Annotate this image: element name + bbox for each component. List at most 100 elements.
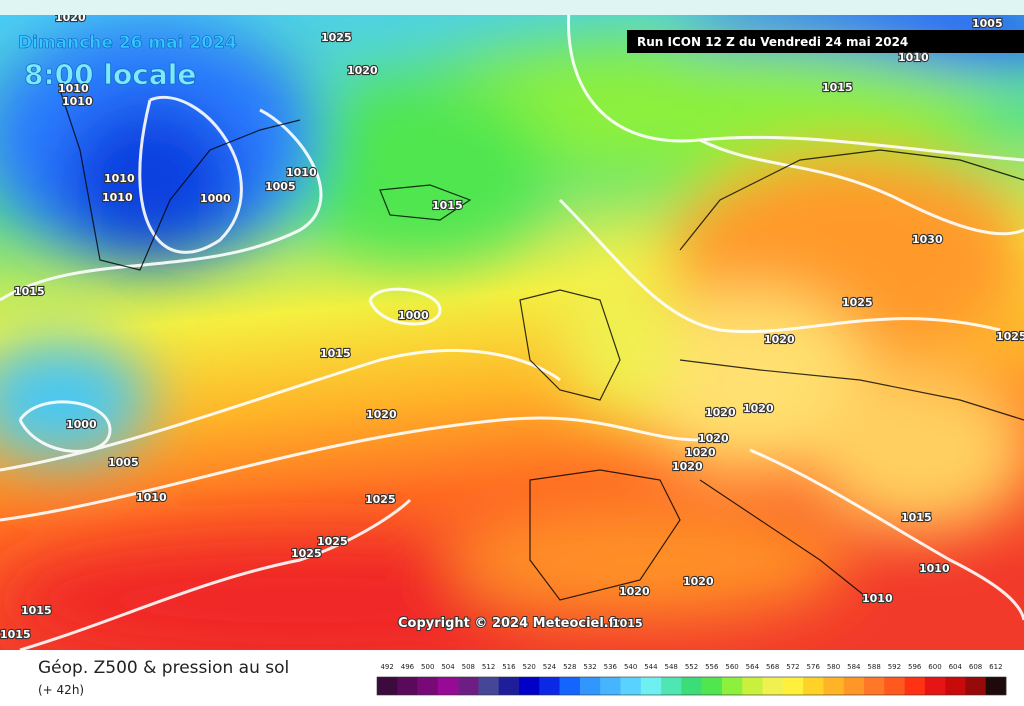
legend-lead: (+ 42h) — [38, 683, 84, 697]
scale-label: 524 — [543, 663, 557, 671]
scale-label: 608 — [969, 663, 982, 671]
scale-swatch — [640, 677, 662, 695]
scale-label: 576 — [807, 663, 821, 671]
scale-label: 528 — [563, 663, 576, 671]
forecast-time: 8:00 locale — [24, 58, 196, 91]
isobar-label: 1025 — [996, 330, 1024, 343]
scale-label: 500 — [421, 663, 434, 671]
scale-swatch — [904, 677, 926, 695]
isobar-label: 1010 — [62, 95, 93, 108]
scale-label: 568 — [766, 663, 779, 671]
scale-swatch — [803, 677, 824, 695]
isobar-label: 1020 — [672, 460, 703, 473]
scale-swatch — [458, 677, 479, 695]
isobar-label: 1020 — [347, 64, 378, 77]
scale-swatch — [721, 677, 743, 695]
isobar-label: 1020 — [685, 446, 716, 459]
scale-swatch — [762, 677, 784, 695]
scale-label: 532 — [583, 663, 596, 671]
isobar-label: 1020 — [55, 11, 86, 24]
scale-label: 508 — [462, 663, 475, 671]
isobar-label: 1010 — [136, 491, 167, 504]
isobar-label: 1020 — [743, 402, 774, 415]
isobar-label: 1010 — [104, 172, 135, 185]
scale-label: 596 — [908, 663, 922, 671]
scale-swatch — [559, 677, 581, 695]
scale-swatch — [965, 677, 987, 695]
scale-swatch — [884, 677, 905, 695]
isobar-label: 1030 — [912, 233, 943, 246]
scale-swatch — [519, 677, 540, 695]
scale-label: 588 — [867, 663, 880, 671]
isobar-label: 1025 — [291, 547, 322, 560]
scale-label: 512 — [482, 663, 495, 671]
isobar-label: 1000 — [66, 418, 97, 431]
isobar-label: 1015 — [21, 604, 52, 617]
scale-label: 564 — [746, 663, 760, 671]
scale-label: 492 — [380, 663, 393, 671]
scale-label: 504 — [441, 663, 455, 671]
isobar-label: 1010 — [286, 166, 317, 179]
run-box — [627, 30, 1024, 53]
scale-swatch — [782, 677, 804, 695]
isobar-label: 1015 — [432, 199, 463, 212]
scale-label: 516 — [502, 663, 516, 671]
scale-swatch — [945, 677, 966, 695]
isobar-label: 1005 — [972, 17, 1003, 30]
isobar-label: 1015 — [612, 617, 643, 630]
isobar-label: 1020 — [683, 575, 714, 588]
scale-label: 592 — [888, 663, 901, 671]
scale-label: 572 — [786, 663, 799, 671]
scale-swatch — [681, 677, 702, 695]
scale-label: 552 — [685, 663, 698, 671]
isobar-label: 1025 — [317, 535, 348, 548]
isobar-label: 1005 — [108, 456, 139, 469]
isobar-label: 1020 — [705, 406, 736, 419]
scale-label: 612 — [989, 663, 1002, 671]
scale-label: 584 — [847, 663, 861, 671]
scale-swatch — [579, 677, 601, 695]
isobar-label: 1015 — [320, 347, 351, 360]
scale-label: 556 — [705, 663, 719, 671]
scale-label: 560 — [725, 663, 738, 671]
scale-swatch — [377, 677, 398, 695]
isobar-label: 1015 — [901, 511, 932, 524]
isobar-label: 1005 — [265, 180, 296, 193]
forecast-date: Dimanche 26 mai 2024 — [18, 33, 237, 53]
isobar-label: 1010 — [862, 592, 893, 605]
isobar-label: 1010 — [58, 82, 89, 95]
isobar-label: 1010 — [102, 191, 133, 204]
scale-frame — [376, 676, 1007, 696]
scale-swatch — [498, 677, 520, 695]
scale-swatch — [661, 677, 682, 695]
scale-label: 580 — [827, 663, 840, 671]
isobar-label: 1000 — [398, 309, 429, 322]
scale-label: 604 — [949, 663, 963, 671]
scale-swatch — [539, 677, 560, 695]
color-scale: 492 496 500 504 508 512 516 520 524 528 532 536 540 5… — [376, 663, 1007, 696]
isobar-label: 1010 — [898, 51, 929, 64]
isobar-label: 1015 — [0, 628, 31, 641]
scale-swatch — [620, 677, 642, 695]
scale-swatch — [600, 677, 621, 695]
scale-swatch — [742, 677, 763, 695]
scale-swatch — [924, 677, 946, 695]
scale-swatch — [843, 677, 865, 695]
top-strip — [0, 0, 1024, 15]
copyright: Copyright © 2024 Meteociel.fr — [398, 616, 621, 631]
isobar-label: 1010 — [919, 562, 950, 575]
run-label: Run ICON 12 Z du Vendredi 24 mai 2024 — [637, 35, 908, 49]
scale-label: 520 — [522, 663, 535, 671]
scale-label: 496 — [401, 663, 415, 671]
isobar-label: 1020 — [619, 585, 650, 598]
isobar-label: 1015 — [14, 285, 45, 298]
scale-swatch — [478, 677, 500, 695]
scale-label: 540 — [624, 663, 637, 671]
scale-label: 544 — [644, 663, 658, 671]
isobar-label: 1020 — [698, 432, 729, 445]
scale-swatch — [437, 677, 459, 695]
scale-swatch — [397, 677, 418, 695]
